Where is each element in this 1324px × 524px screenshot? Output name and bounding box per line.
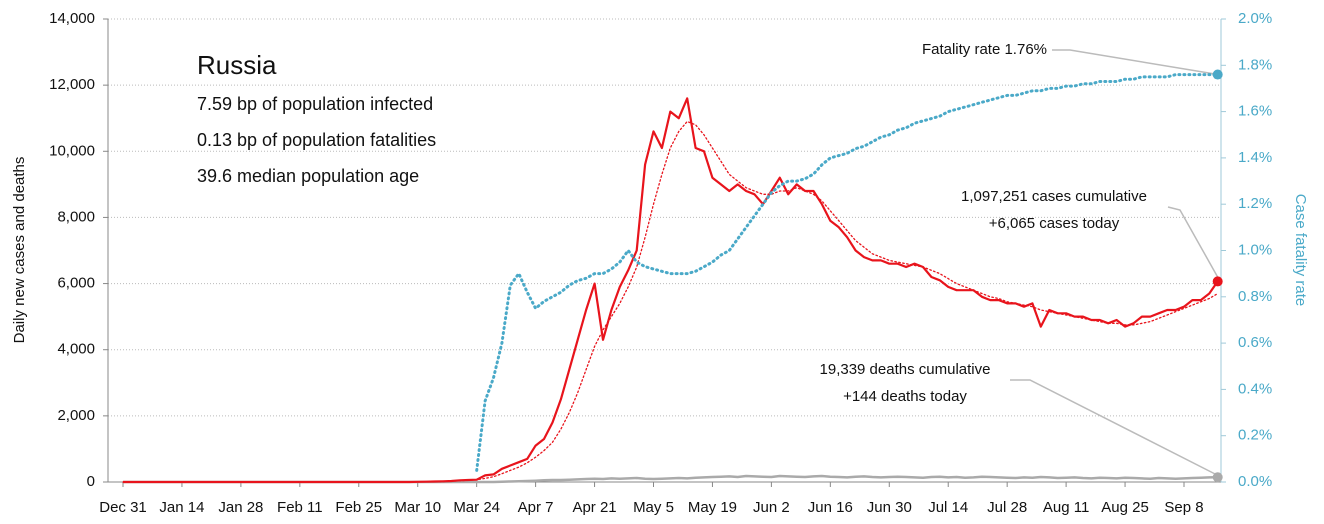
end-marker <box>1212 276 1223 287</box>
y2-tick-label: 1.2% <box>1238 195 1272 212</box>
x-tick-label: Mar 24 <box>453 499 500 516</box>
y-tick-label: 10,000 <box>49 142 95 159</box>
annotation: 19,339 deaths cumulative <box>820 361 991 378</box>
y-tick-label: 6,000 <box>57 275 95 292</box>
y2-tick-label: 1.4% <box>1238 149 1272 166</box>
x-tick-label: Dec 31 <box>99 499 147 516</box>
x-tick-label: Feb 11 <box>277 499 323 516</box>
x-tick-label: Apr 7 <box>518 499 554 516</box>
series-line <box>475 73 1220 472</box>
x-tick-label: Aug 25 <box>1101 499 1149 516</box>
callout-line <box>1052 49 1222 76</box>
y2-tick-label: 0.6% <box>1238 334 1272 351</box>
x-tick-label: Jul 14 <box>928 499 968 516</box>
y2-tick-label: 2.0% <box>1238 10 1272 27</box>
x-tick-label: Jun 2 <box>753 499 790 516</box>
x-tick-label: Jul 28 <box>987 499 1027 516</box>
x-tick-label: Jun 30 <box>867 499 912 516</box>
callout-line <box>1010 379 1222 478</box>
callout-line <box>1167 206 1222 284</box>
y2-tick-label: 1.0% <box>1238 241 1272 258</box>
y-tick-label: 2,000 <box>57 407 95 424</box>
annotation: +6,065 cases today <box>989 215 1120 232</box>
series-line <box>123 97 1219 484</box>
y2-tick-label: 0.8% <box>1238 288 1272 305</box>
x-tick-label: Sep 8 <box>1164 499 1203 516</box>
y-tick-label: 12,000 <box>49 76 95 93</box>
x-tick-label: Jan 28 <box>218 499 263 516</box>
y-tick-label: 0 <box>87 473 95 490</box>
annotation: Fatality rate 1.76% <box>922 41 1047 58</box>
end-marker <box>1212 472 1223 483</box>
y2-tick-label: 0.2% <box>1238 427 1272 444</box>
y2-tick-label: 1.8% <box>1238 56 1272 73</box>
x-tick-label: Jun 16 <box>808 499 853 516</box>
y-tick-label: 8,000 <box>57 208 95 225</box>
y2-tick-label: 0.0% <box>1238 473 1272 490</box>
chart-title: Russia <box>197 50 277 80</box>
grid-layer <box>108 18 1221 483</box>
subtitle: 7.59 bp of population infected <box>197 94 433 114</box>
y2-axis-label: Case fatality rate <box>1292 194 1309 307</box>
x-tick-label: Apr 21 <box>572 499 616 516</box>
subtitle: 39.6 median population age <box>197 166 419 186</box>
y2-tick-label: 0.4% <box>1238 380 1272 397</box>
subtitle: 0.13 bp of population fatalities <box>197 130 436 150</box>
series-line <box>122 120 1219 483</box>
x-tick-label: Jan 14 <box>159 499 204 516</box>
x-tick-label: Mar 10 <box>394 499 441 516</box>
x-tick-label: Aug 11 <box>1043 499 1089 516</box>
x-tick-label: May 19 <box>688 499 737 516</box>
x-tick-label: Feb 25 <box>335 499 382 516</box>
end-marker <box>1212 69 1223 80</box>
y-axis-label: Daily new cases and deaths <box>11 157 28 344</box>
y2-tick-label: 1.6% <box>1238 103 1272 120</box>
y-tick-label: 4,000 <box>57 341 95 358</box>
annotation: 1,097,251 cases cumulative <box>961 188 1147 205</box>
x-tick-label: May 5 <box>633 499 674 516</box>
annotation: +144 deaths today <box>843 388 967 405</box>
y-tick-label: 14,000 <box>49 10 95 27</box>
